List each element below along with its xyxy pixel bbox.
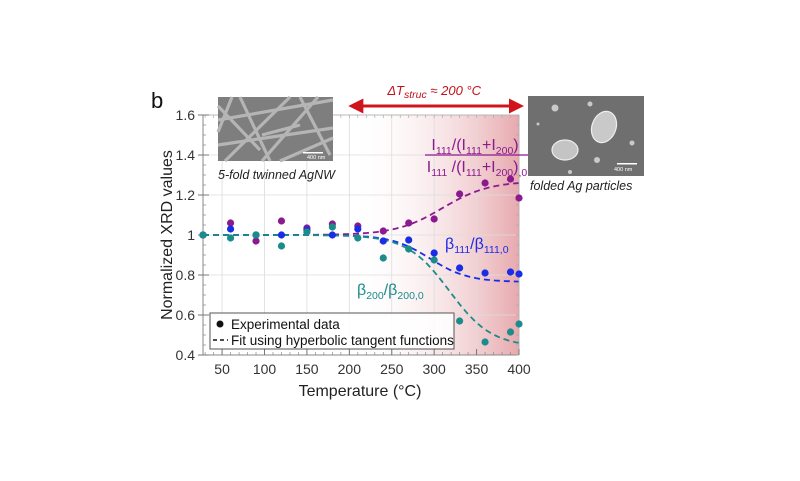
range-label: ΔTstruc ≈ 200 °C	[386, 83, 481, 101]
legend-label-fit: Fit using hyperbolic tangent functions	[231, 333, 454, 348]
y-tick-label: 1.6	[176, 107, 196, 123]
data-point	[515, 194, 523, 202]
data-point	[515, 270, 523, 278]
data-point	[506, 175, 515, 183]
y-axis-title: Normalized XRD values	[159, 150, 176, 320]
data-point	[277, 217, 286, 225]
data-point	[456, 317, 464, 325]
data-point	[226, 234, 235, 242]
x-axis-title: Temperature (°C)	[299, 383, 422, 400]
intensity-ratio-denominator: I111 /(I111+I200),0	[427, 159, 528, 179]
data-points	[199, 175, 523, 346]
data-point	[515, 320, 523, 328]
legend-box	[209, 312, 455, 350]
x-tick-label: 50	[214, 361, 230, 377]
particle-small	[587, 101, 593, 107]
x-tick-label: 400	[507, 361, 531, 377]
data-point	[430, 249, 438, 257]
data-point	[354, 225, 362, 233]
data-point	[430, 215, 438, 223]
scale-bar	[617, 163, 637, 165]
data-point	[226, 219, 235, 227]
data-point	[405, 219, 413, 227]
y-tick-label: 0.6	[176, 307, 196, 323]
inset-caption-agnw: 5-fold twinned AgNW	[218, 168, 336, 182]
x-tick-label: 250	[380, 361, 404, 377]
data-point	[506, 268, 515, 276]
nanowire-strokes	[216, 95, 334, 163]
intensity-ratio-numerator: I111/(I111+I200)	[431, 137, 518, 157]
legend-label-experimental: Experimental data	[231, 317, 340, 332]
data-point	[328, 223, 336, 231]
y-tick-label: 1.4	[176, 147, 196, 163]
series-label-beta200: β200/β200,0	[357, 282, 424, 302]
particle-small	[594, 157, 600, 163]
data-point	[277, 242, 286, 250]
range-label-rest: ≈ 200 °C	[427, 83, 482, 98]
temperature-range-annotation: ΔTstruc ≈ 200 °C	[348, 83, 524, 114]
data-point	[252, 231, 260, 239]
data-point	[328, 231, 336, 239]
data-point	[481, 269, 489, 277]
y-tick-label: 0.8	[176, 267, 196, 283]
particle-small	[551, 104, 559, 112]
data-point	[252, 237, 260, 245]
data-point	[379, 227, 387, 235]
inset-caption-ag-particles: folded Ag particles	[530, 179, 632, 193]
range-label-main: ΔT	[386, 83, 405, 98]
particle-large	[590, 110, 618, 144]
data-point	[405, 245, 413, 253]
scale-bar-label: 400 nm	[307, 155, 326, 161]
data-point	[430, 256, 438, 264]
panel-letter: b	[151, 88, 163, 113]
data-point	[481, 179, 489, 187]
data-point	[405, 236, 413, 244]
particle-small	[568, 170, 572, 174]
data-point	[456, 190, 464, 198]
ag-particles-sem-image	[528, 96, 644, 176]
series-label-beta111: β111/β111,0	[445, 236, 509, 256]
particle-small	[629, 140, 635, 146]
data-point	[506, 328, 515, 336]
data-point	[456, 264, 464, 272]
x-tick-label: 150	[295, 361, 319, 377]
y-tick-label: 0.4	[176, 347, 196, 363]
x-tick-label: 350	[465, 361, 489, 377]
y-tick-label: 1.2	[176, 187, 196, 203]
scale-bar-label: 400 nm	[614, 167, 633, 173]
data-point	[379, 254, 387, 262]
data-point	[303, 228, 311, 236]
data-point	[277, 231, 286, 239]
particle-medium	[551, 139, 579, 161]
inset-agnw: 400 nm 5-fold twinned AgNW	[216, 95, 336, 182]
x-tick-label: 300	[422, 361, 446, 377]
data-point	[226, 225, 235, 233]
inset-ag-particles: 400 nm folded Ag particles	[528, 96, 644, 193]
particle-small	[536, 122, 540, 126]
range-label-sub: struc	[404, 89, 428, 101]
data-point	[354, 234, 362, 242]
x-tick-label: 100	[253, 361, 277, 377]
legend-dot-marker	[216, 320, 224, 328]
data-point	[199, 231, 207, 239]
x-tick-label: 200	[338, 361, 362, 377]
y-tick-label: 1	[187, 227, 195, 243]
series-label-intensity-ratio: I111/(I111+I200) I111 /(I111+I200),0	[425, 137, 528, 179]
data-point	[481, 338, 489, 346]
legend: Experimental data Fit using hyperbolic t…	[209, 312, 455, 350]
scale-bar	[303, 152, 323, 154]
data-point	[379, 237, 387, 245]
